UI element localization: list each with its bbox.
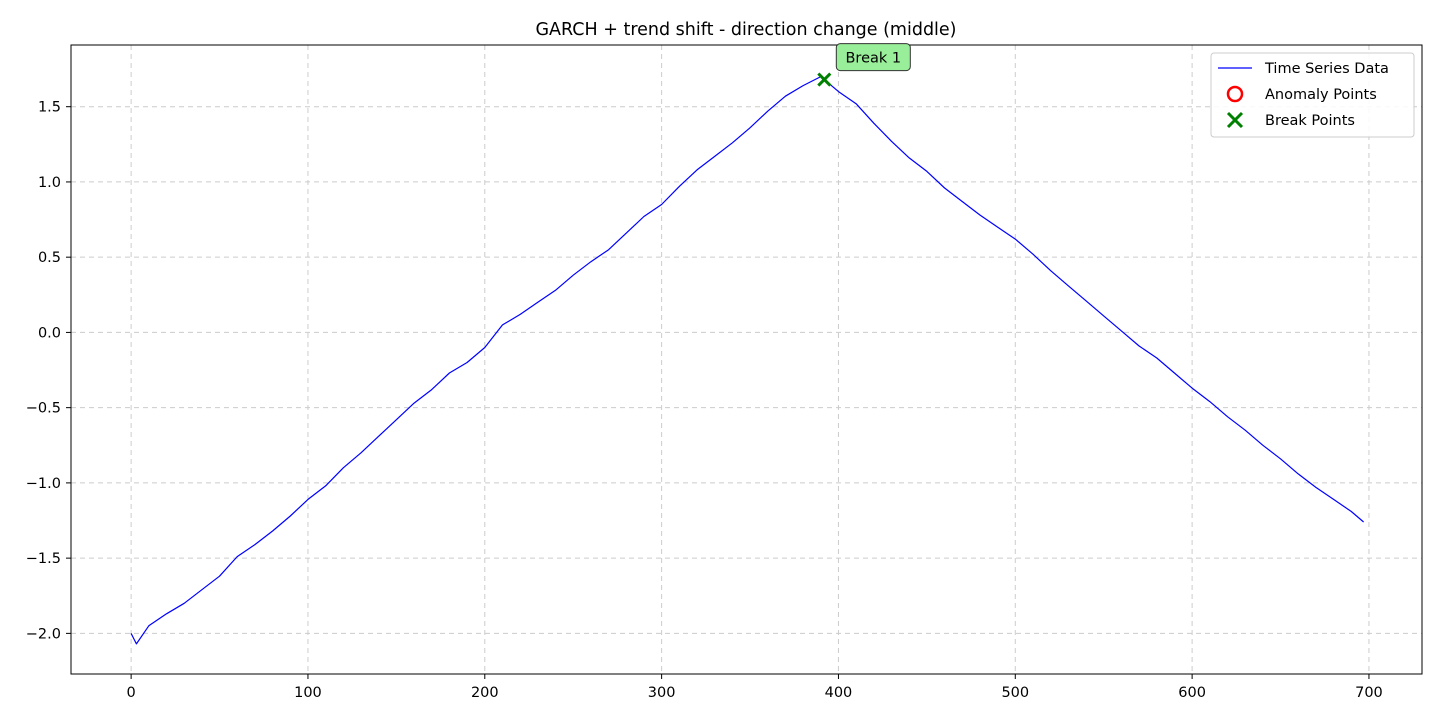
- legend: Time Series Data Anomaly Points Break Poin…: [1210, 52, 1415, 138]
- annotation-break-label: Break 1: [835, 43, 911, 72]
- grid-layer: [71, 45, 1422, 674]
- y-tick-label: 0.0: [38, 325, 61, 341]
- y-tick-label: 1.0: [38, 175, 61, 191]
- x-tick-label: 700: [1355, 685, 1383, 701]
- plot-frame: [70, 44, 1423, 675]
- y-tick-label: −1.5: [26, 551, 61, 567]
- x-tick-label: 0: [127, 685, 136, 701]
- annotation-box: [835, 43, 911, 72]
- legend-box: [1210, 52, 1415, 138]
- legend-label: Time Series Data: [1264, 61, 1389, 77]
- break-point-marker: [817, 72, 832, 87]
- tick-layer: 0 100 200 300 400 500 600 700 −2.0 −1.5 −1.0 −0.5 0.…: [26, 100, 1383, 701]
- legend-items: Time Series Data Anomaly Points Break Poin…: [1218, 61, 1389, 129]
- y-tick-label: 0.5: [38, 250, 61, 266]
- x-tick-label: 400: [825, 685, 853, 701]
- chart-title: GARCH + trend shift - direction change (…: [535, 20, 956, 40]
- legend-circle-swatch: [1226, 85, 1244, 103]
- legend-item: Anomaly Points: [1226, 85, 1377, 103]
- y-tick-label: −2.0: [26, 626, 61, 642]
- legend-item: Time Series Data: [1218, 61, 1389, 77]
- y-tick-label: −1.0: [26, 476, 61, 492]
- y-tick-label: 1.5: [38, 100, 61, 116]
- x-tick-label: 300: [648, 685, 676, 701]
- series-layer: [130, 75, 1364, 645]
- marker-layer: [817, 72, 832, 87]
- legend-label: Break Points: [1265, 113, 1355, 129]
- annotation-text: Break 1: [845, 51, 901, 67]
- break-point-stroke: [817, 72, 832, 87]
- y-tick-label: −0.5: [26, 401, 61, 417]
- annotation-layer: Break 1: [835, 43, 911, 72]
- x-tick-label: 100: [294, 685, 322, 701]
- x-tick-label: 200: [471, 685, 499, 701]
- x-tick-label: 500: [1001, 685, 1029, 701]
- legend-x-swatch: [1226, 111, 1244, 129]
- legend-item: Break Points: [1226, 111, 1355, 129]
- legend-label: Anomaly Points: [1265, 87, 1377, 103]
- x-tick-label: 600: [1178, 685, 1206, 701]
- series-line-time-series-data: [130, 75, 1364, 645]
